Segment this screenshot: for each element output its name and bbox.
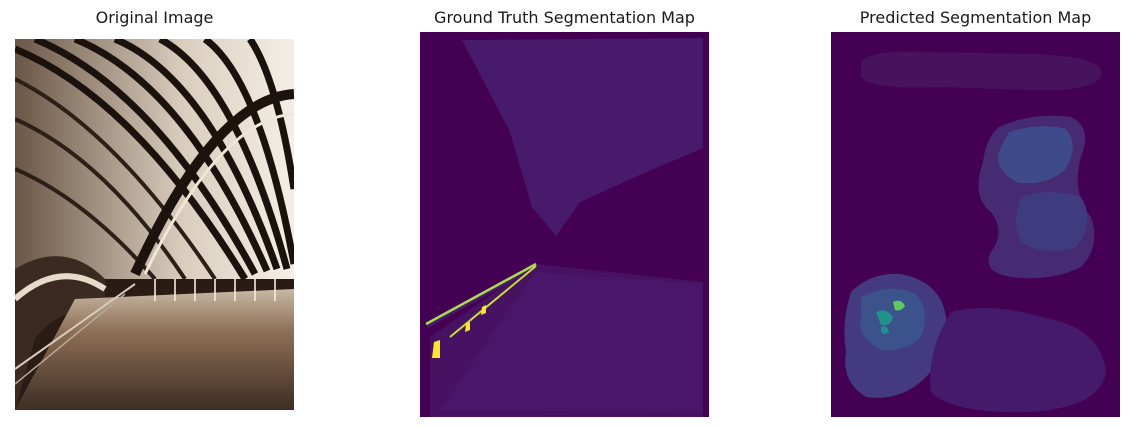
predicted-map xyxy=(831,32,1120,417)
original-image-panel: Original Image xyxy=(15,8,294,411)
ground-truth-title: Ground Truth Segmentation Map xyxy=(434,8,695,27)
original-image-title: Original Image xyxy=(95,8,214,27)
ground-truth-panel: Ground Truth Segmentation Map xyxy=(420,8,709,418)
ground-truth-map xyxy=(420,32,709,417)
prediction-panel: Predicted Segmentation Map xyxy=(831,8,1120,418)
original-image xyxy=(15,39,294,410)
prediction-title: Predicted Segmentation Map xyxy=(859,8,1092,27)
